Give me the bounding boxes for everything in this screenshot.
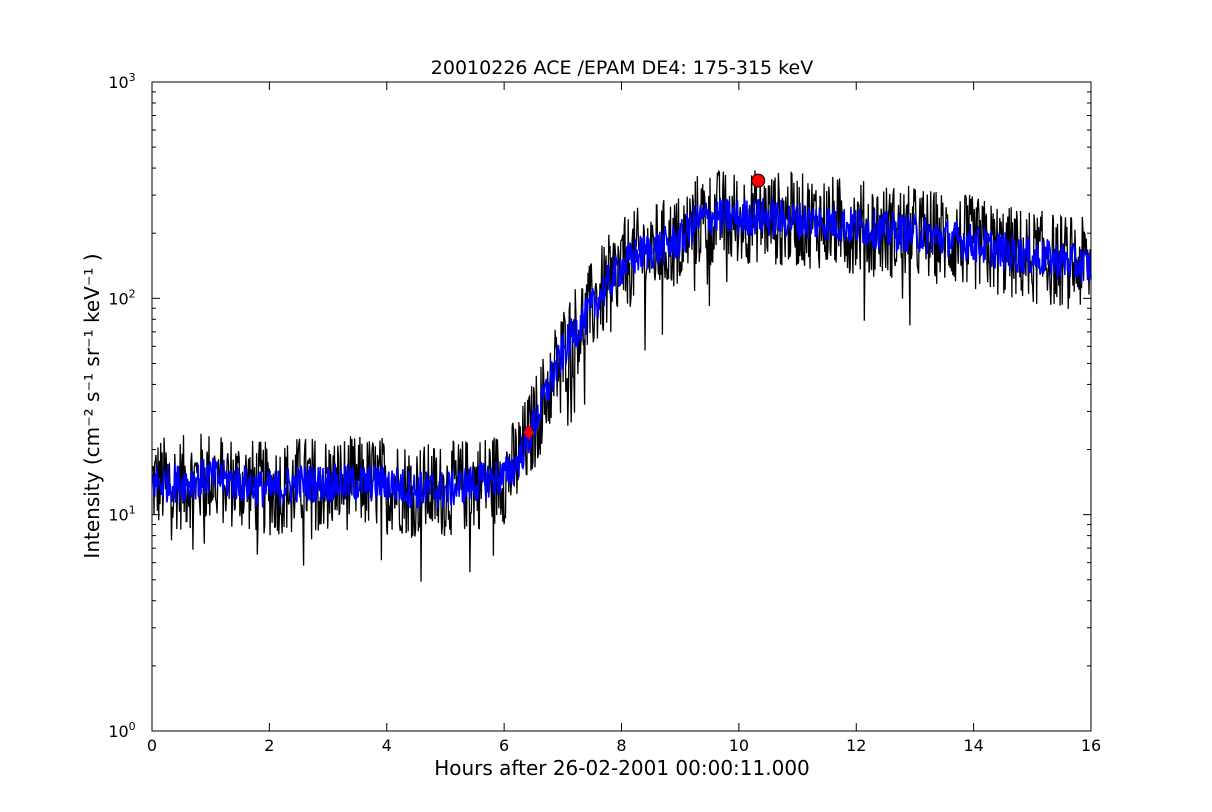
chart-title: 20010226 ACE /EPAM DE4: 175-315 keV	[431, 57, 813, 79]
series-line-raw	[151, 169, 1092, 582]
y-tick-base: 10	[108, 289, 128, 308]
x-tick-label: 2	[264, 736, 274, 755]
x-tick-label: 12	[846, 736, 866, 755]
y-tick-label: 102	[108, 287, 135, 308]
y-tick-base: 10	[108, 506, 128, 525]
y-axis-label: Intensity (cm⁻² s⁻¹ sr⁻¹ keV⁻¹ )	[80, 253, 104, 558]
x-tick-label: 8	[616, 736, 626, 755]
x-tick-label: 6	[499, 736, 509, 755]
y-tick-exponent: 3	[129, 71, 136, 84]
series-layer	[151, 169, 1092, 582]
x-tick-label: 10	[729, 736, 749, 755]
y-tick-base: 10	[108, 73, 128, 92]
x-tick-label: 14	[963, 736, 983, 755]
peak-marker	[751, 173, 766, 188]
y-tick-exponent: 0	[129, 720, 136, 733]
y-tick-label: 101	[108, 504, 135, 525]
marker-layer	[523, 173, 766, 441]
y-tick-exponent: 1	[129, 504, 136, 517]
x-axis-ticks: 0 2 4 6 8 10 12 14 16	[147, 82, 1101, 755]
y-tick-label: 103	[108, 71, 135, 92]
x-tick-label: 0	[147, 736, 157, 755]
x-axis-label: Hours after 26-02-2001 00:00:11.000	[434, 756, 810, 780]
y-tick-exponent: 2	[129, 287, 136, 300]
x-tick-label: 16	[1081, 736, 1101, 755]
y-tick-label: 100	[108, 720, 135, 741]
y-tick-base: 10	[108, 722, 128, 741]
onset-marker	[523, 424, 535, 441]
x-tick-label: 4	[382, 736, 392, 755]
series-line-smoothed	[151, 197, 1092, 509]
